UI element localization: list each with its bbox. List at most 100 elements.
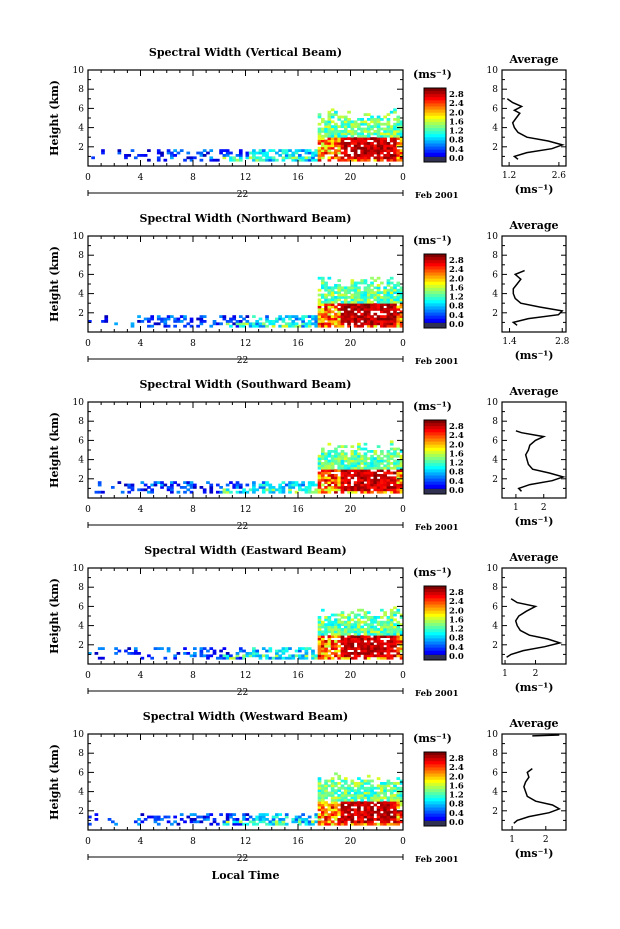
heatmap-cell [202,154,207,157]
heatmap-cell [209,654,214,658]
heatmap-cell [314,151,319,155]
heatmap-cell [343,315,348,318]
colorbar-swatch [424,798,446,802]
heatmap-cell [97,647,102,650]
heatmap-cell [337,291,342,294]
heatmap-cell [252,481,256,484]
heatmap-cell [330,791,335,795]
heatmap-cell [383,649,387,653]
heatmap-cell [380,281,384,285]
heatmap-cell [340,486,345,489]
heatmap-cell [343,142,348,145]
heatmap-cell [393,108,397,112]
heatmap-cell [343,637,348,641]
heatmap-cell [278,656,282,660]
heatmap-cell [343,779,348,783]
heatmap-cell [393,471,397,475]
heatmap-cell [396,806,401,809]
heatmap-cell [343,445,348,448]
heatmap-cell [199,654,204,658]
heatmap-cell [363,149,368,152]
heatmap-cell [393,481,397,484]
heatmap-cell [396,134,401,138]
heatmap-cell [340,632,345,636]
heatmap-cell [199,158,204,162]
heatmap-cell [380,798,384,802]
heatmap-cell [324,125,328,128]
heatmap-cell [399,300,404,304]
colorbar-swatch [424,607,446,612]
heatmap-cell [242,488,246,492]
heatmap-cell [343,288,348,292]
heatmap-cell [373,818,378,821]
heatmap-cell [334,139,338,143]
heatmap-cell [170,315,174,318]
colorbar-swatch [424,466,446,470]
heatmap-cell [245,322,250,326]
heatmap-cell [327,469,332,472]
heatmap-cell [393,284,397,287]
heatmap-cell [343,118,348,121]
heatmap-cell [343,457,348,460]
heatmap-cell [363,146,368,150]
heatmap-cell [399,317,404,321]
heatmap-cell [183,652,187,655]
heatmap-cell [396,122,401,126]
heatmap-cell [366,815,371,819]
heatmap-cell [389,654,394,658]
heatmap-cell [366,774,371,778]
heatmap-cell [350,312,355,316]
heatmap-cell [389,471,394,475]
heatmap-cell [350,486,355,489]
heatmap-cell [317,298,322,302]
heatmap-cell [242,813,246,816]
heatmap-cell [383,786,387,790]
heatmap-cell [389,291,394,294]
heatmap-cell [389,296,394,299]
colorbar-swatch [424,604,446,609]
colorbar-tick-label: 0.4 [449,145,464,155]
heatmap-cell [380,459,384,463]
heatmap-cell [376,628,381,631]
heatmap-cell [373,118,378,121]
heatmap-cell [330,820,335,824]
heatmap-cell [376,466,381,470]
heatmap-cell [327,616,332,619]
heatmap-cell [206,481,210,484]
heatmap-cell [271,320,276,323]
heatmap-cell [353,635,358,638]
heatmap-cell [261,154,266,157]
heatmap-cell [137,488,141,492]
colorbar-swatch [424,115,446,120]
heatmap-cell [156,481,161,484]
heatmap-cell [357,459,361,463]
heatmap-cell [327,134,332,138]
heatmap-cell [147,149,151,152]
heatmap-cell [347,628,351,631]
heatmap-cell [386,454,391,458]
heatmap-cell [366,457,371,460]
heatmap-cell [347,288,351,292]
heatmap-cell [337,635,342,638]
avg-y-tick-label: 4 [492,290,498,300]
heatmap-cell [170,481,174,484]
heatmap-cell [212,649,217,653]
heatmap-cell [337,142,342,145]
colorbar-tick-label: 1.2 [449,625,464,635]
heatmap-cell [255,324,260,328]
heatmap-cell [386,324,391,328]
heatmap-cell [353,450,358,453]
heatmap-cell [327,139,332,143]
heatmap-cell [380,300,384,304]
heatmap-cell [373,640,378,643]
heatmap-cell [327,312,332,316]
heatmap-cell [193,818,197,821]
heatmap-cell [399,640,404,643]
heatmap-cell [343,820,348,824]
heatmap-cell [150,317,155,321]
heatmap-cell [320,149,325,152]
heatmap-cell [366,644,371,648]
heatmap-cell [317,122,322,126]
heatmap-cell [314,488,319,492]
heatmap-cell [275,320,279,323]
